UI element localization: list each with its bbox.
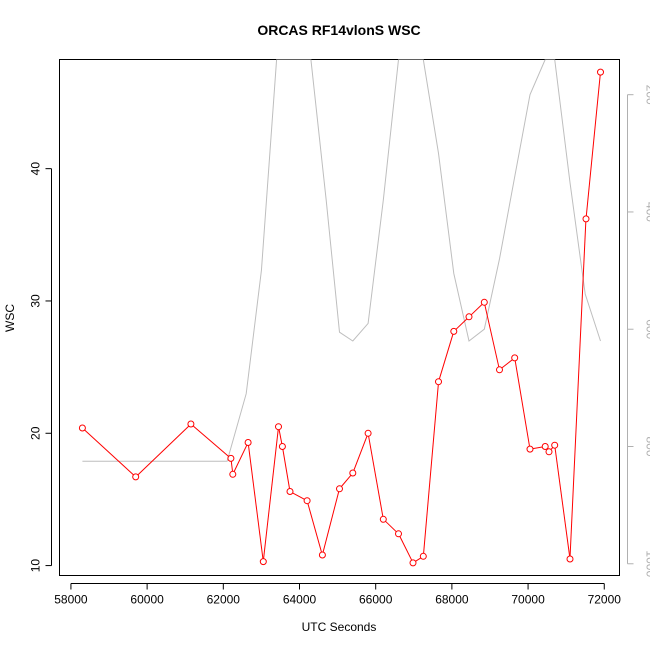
- y-axis: 10 20 30 40: [29, 162, 52, 573]
- series-segment: [585, 75, 601, 216]
- x-tick-label: 62000: [207, 593, 241, 607]
- y2-tick-label: 400: [644, 202, 650, 222]
- series-segment: [84, 429, 134, 476]
- series-segment: [501, 359, 513, 369]
- y-tick-label: 20: [29, 426, 43, 440]
- series-segment: [399, 536, 413, 561]
- chart-title: ORCAS RF14vlonS WSC: [257, 22, 420, 38]
- series-segment: [233, 444, 248, 472]
- y2-tick-label: 1000: [644, 550, 650, 577]
- data-point: [379, 515, 387, 523]
- data-point: [480, 298, 488, 306]
- data-point: [227, 454, 235, 462]
- y-tick-label: 40: [29, 162, 43, 176]
- data-point: [541, 443, 549, 450]
- data-point: [244, 439, 252, 446]
- x-tick-label: 60000: [130, 593, 164, 607]
- data-point: [419, 552, 427, 560]
- series-segment: [282, 449, 290, 489]
- data-point: [187, 420, 195, 428]
- data-point: [511, 354, 519, 362]
- plot-frame: [59, 59, 620, 576]
- series-segment: [455, 318, 468, 330]
- x-tick-label: 72000: [588, 593, 622, 607]
- data-point: [349, 469, 357, 477]
- data-point: [465, 313, 473, 321]
- y2-tick-label: 200: [644, 85, 650, 105]
- series-segment: [230, 461, 233, 472]
- data-point: [582, 215, 590, 223]
- y-tick-label: 10: [29, 559, 43, 573]
- data-point: [286, 488, 294, 495]
- series-segment: [307, 503, 322, 553]
- series-segment: [341, 474, 352, 487]
- series-segment: [368, 436, 384, 517]
- series-segment: [470, 304, 483, 316]
- series-segment: [248, 445, 264, 559]
- series-segment: [569, 221, 587, 557]
- data-point: [409, 559, 417, 567]
- series-segment: [438, 334, 454, 379]
- data-point: [551, 441, 559, 449]
- x-tick-label: 58000: [54, 593, 88, 607]
- y2-tick-label: 600: [644, 319, 650, 339]
- data-point: [545, 448, 553, 456]
- series-segment: [385, 520, 397, 533]
- data-point: [259, 558, 267, 566]
- series-segment: [278, 429, 283, 444]
- data-point: [496, 366, 503, 374]
- series-segment: [423, 384, 439, 554]
- data-point: [395, 530, 402, 538]
- data-point: [132, 473, 140, 481]
- series-segment: [514, 360, 530, 447]
- x-axis-label: UTC Seconds: [302, 620, 377, 634]
- x-tick-label: 70000: [511, 593, 545, 607]
- data-point: [566, 555, 574, 563]
- y-axis-label: WSC: [3, 304, 17, 332]
- data-point: [78, 424, 86, 432]
- x-tick-label: 66000: [359, 593, 393, 607]
- series-segment: [192, 425, 230, 457]
- series-segment: [554, 448, 571, 557]
- data-point: [229, 470, 237, 478]
- x-axis: 58000 60000 62000 64000 66000 68000 70000 72000: [54, 583, 622, 607]
- data-point: [450, 327, 458, 335]
- data-point: [364, 429, 372, 437]
- y2-axis: 200 400 600 800 1000: [627, 85, 650, 577]
- series-segment: [415, 557, 422, 562]
- series-segment: [353, 435, 368, 471]
- series-layer: [78, 59, 604, 567]
- x-tick-label: 68000: [435, 593, 469, 607]
- series-segment: [292, 492, 305, 500]
- data-point: [526, 445, 534, 453]
- data-point: [318, 551, 326, 559]
- data-point: [278, 443, 286, 450]
- y2-tick-label: 800: [644, 436, 650, 456]
- x-tick-label: 64000: [283, 593, 317, 607]
- data-point: [336, 485, 343, 493]
- series-segment: [322, 491, 340, 553]
- data-point: [303, 497, 311, 505]
- series-segment: [137, 425, 190, 476]
- y-tick-label: 30: [29, 294, 43, 308]
- series-segment: [484, 305, 500, 367]
- data-point: [435, 378, 442, 386]
- secondary-series-line: [82, 59, 601, 462]
- data-point: [597, 68, 604, 76]
- data-point: [275, 423, 282, 431]
- series-segment: [263, 429, 279, 559]
- series-segment: [532, 446, 543, 450]
